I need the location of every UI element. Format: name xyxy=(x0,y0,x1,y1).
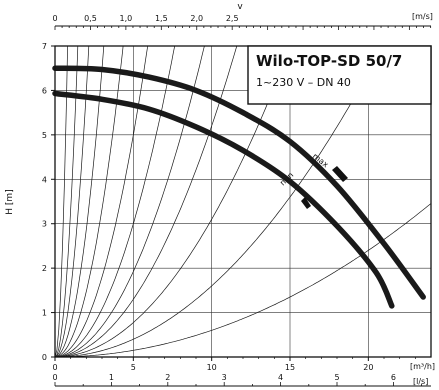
x-tick-label-ls: 5 xyxy=(334,373,339,382)
system-curve xyxy=(54,45,124,358)
title-box xyxy=(247,45,432,105)
velocity-tick-label: 0,5 xyxy=(84,14,97,23)
velocity-axis-label: v xyxy=(237,2,243,12)
max-curve-marker xyxy=(332,166,348,182)
chart-subtitle: 1~230 V – DN 40 xyxy=(256,76,351,89)
x-tick-label-m3h: 20 xyxy=(363,363,373,372)
system-curve xyxy=(55,203,432,358)
x-tick-label-m3h: 0 xyxy=(52,363,57,372)
system-curve xyxy=(54,46,90,358)
pump-curve-max xyxy=(52,65,426,300)
min-curve-marker xyxy=(301,197,311,209)
system-curve xyxy=(54,45,149,358)
y-tick-label: 6 xyxy=(42,86,47,95)
pump-curve-min xyxy=(52,90,395,309)
x-axis-unit-ls: [l/s] xyxy=(413,377,428,386)
y-tick-label: 0 xyxy=(42,353,47,362)
system-curve xyxy=(55,45,238,358)
x-axis-unit-m3h: [m³/h] xyxy=(410,362,435,371)
y-axis-label: H [m] xyxy=(5,189,15,214)
x-tick-label-m3h: 5 xyxy=(131,363,136,372)
velocity-tick-label: 2,0 xyxy=(190,14,203,23)
system-curve xyxy=(54,45,176,358)
y-tick-label: 5 xyxy=(42,131,47,140)
y-tick-label: 1 xyxy=(42,309,47,318)
y-tick-label: 2 xyxy=(42,264,47,273)
chart-title: Wilo-TOP-SD 50/7 xyxy=(256,52,402,70)
x-tick-label-m3h: 15 xyxy=(285,363,295,372)
system-curve xyxy=(54,45,79,358)
x-tick-label-ls: 3 xyxy=(222,373,227,382)
velocity-tick-label: 0 xyxy=(52,14,57,23)
tick-labels: 0 1 2 3 4 5 6 7 0 5 10 15 20 0 1 2 3 4 5 6 0 0,5 1,0 1,5 2,0 2,5 xyxy=(42,14,396,382)
system-curves xyxy=(54,45,432,358)
system-curve xyxy=(55,45,205,358)
x-tick-label-ls: 1 xyxy=(109,373,114,382)
x-tick-label-ls: 2 xyxy=(165,373,170,382)
system-curve xyxy=(54,45,105,358)
system-curve xyxy=(55,45,291,358)
y-tick-label: 3 xyxy=(42,220,47,229)
y-tick-label: 4 xyxy=(42,175,47,184)
velocity-tick-label: 1,5 xyxy=(155,14,168,23)
pump-curves xyxy=(52,65,426,309)
x-tick-label-ls: 4 xyxy=(278,373,283,382)
x-tick-label-ls: 6 xyxy=(391,373,396,382)
velocity-axis-unit: [m/s] xyxy=(412,12,433,21)
system-curve xyxy=(54,45,68,358)
x-tick-label-m3h: 10 xyxy=(207,363,217,372)
x-tick-label-ls: 0 xyxy=(52,373,57,382)
velocity-tick-label: 2,5 xyxy=(226,14,239,23)
y-tick-label: 7 xyxy=(42,42,47,51)
axes xyxy=(51,25,432,387)
velocity-tick-label: 1,0 xyxy=(120,14,133,23)
system-curve xyxy=(55,45,384,358)
